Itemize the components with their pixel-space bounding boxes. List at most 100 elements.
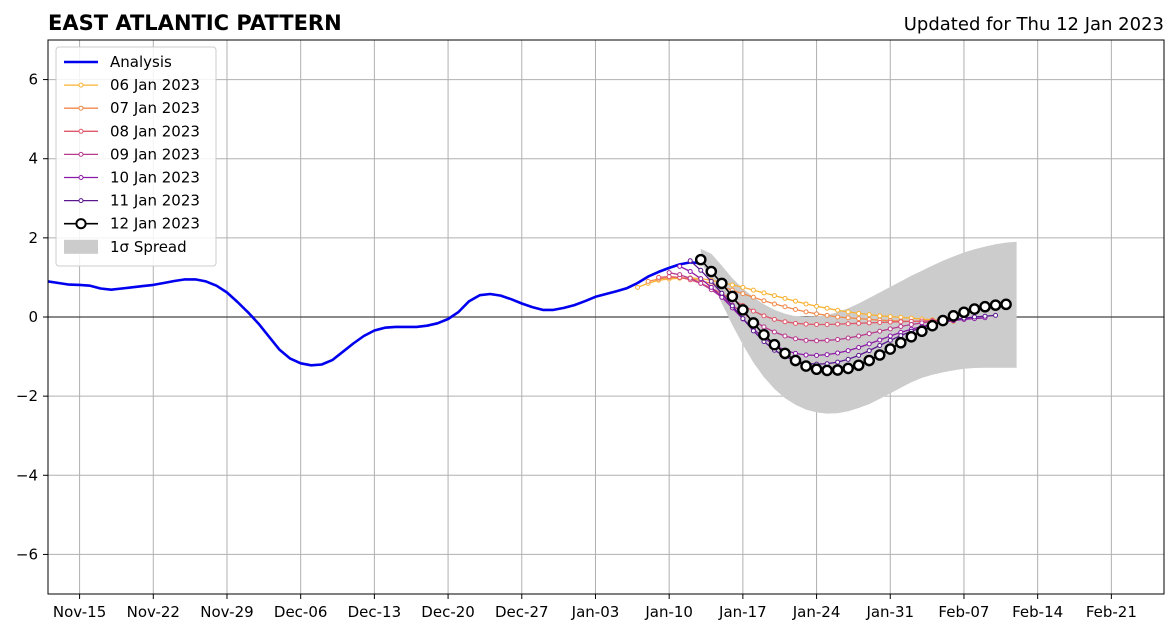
forecast-point xyxy=(926,319,939,332)
y-tick-label: −4 xyxy=(16,466,38,484)
forecast-point xyxy=(835,337,841,343)
spread-band xyxy=(700,241,1017,414)
forecast-point xyxy=(761,290,767,296)
forecast-point xyxy=(845,356,851,362)
forecast-point xyxy=(705,265,718,278)
forecast-point xyxy=(687,268,693,274)
forecast-point xyxy=(877,313,883,319)
forecast-point xyxy=(894,336,907,349)
forecast-point xyxy=(835,359,841,365)
forecast-point xyxy=(750,328,756,334)
forecast-point xyxy=(750,308,756,314)
forecast-point xyxy=(708,284,714,290)
x-tick-label: Dec-06 xyxy=(274,603,328,621)
forecast-point xyxy=(1000,298,1012,311)
forecast-point xyxy=(656,274,662,280)
forecast-point xyxy=(877,328,883,334)
forecast-point xyxy=(877,337,883,343)
forecast-point xyxy=(803,309,809,315)
forecast-point xyxy=(768,338,781,351)
forecast-point xyxy=(666,274,672,280)
series-group xyxy=(48,241,1017,414)
forecast-point xyxy=(845,309,851,315)
legend-box xyxy=(55,46,217,267)
forecast-point xyxy=(824,352,830,358)
forecast-point xyxy=(866,341,872,347)
forecast-point xyxy=(729,303,735,309)
legend-swatch-spread xyxy=(64,239,98,254)
forecast-point xyxy=(989,299,1002,311)
forecast-point xyxy=(716,277,728,290)
forecast-point xyxy=(814,311,820,317)
forecast-point xyxy=(835,350,841,356)
forecast-point xyxy=(979,300,991,313)
forecast-point xyxy=(747,317,760,329)
forecast-point xyxy=(810,363,823,376)
forecast-point xyxy=(761,313,767,319)
forecast-point xyxy=(958,306,970,319)
x-tick-label: Jan-17 xyxy=(718,603,767,621)
forecast-point xyxy=(821,364,833,377)
x-tick-label: Nov-15 xyxy=(53,603,106,621)
forecast-series xyxy=(694,253,1012,377)
forecast-point xyxy=(761,298,767,304)
forecast-point xyxy=(793,320,799,326)
x-tick-label: Dec-13 xyxy=(348,603,402,621)
y-tick-label: 0 xyxy=(28,308,38,326)
forecast-point xyxy=(740,316,746,322)
forecast-point xyxy=(803,352,809,358)
legend-label-forecast: 09 Jan 2023 xyxy=(110,145,200,163)
forecast-point xyxy=(866,348,872,354)
x-tick-label: Dec-27 xyxy=(495,603,549,621)
forecast-point xyxy=(729,282,735,288)
forecast-point xyxy=(824,312,830,318)
forecast-point xyxy=(750,294,756,300)
forecast-point xyxy=(793,336,799,342)
legend-label-spread: 1σ Spread xyxy=(110,238,187,256)
x-tick-label: Dec-20 xyxy=(421,603,475,621)
forecast-point xyxy=(835,321,841,327)
legend-swatch-marker xyxy=(78,175,84,180)
forecast-point xyxy=(842,362,854,375)
forecast-point xyxy=(866,312,872,318)
legend-label-forecast: 10 Jan 2023 xyxy=(110,169,200,187)
forecast-point xyxy=(856,320,862,326)
legend-label-forecast: 08 Jan 2023 xyxy=(110,122,200,140)
forecast-point xyxy=(856,316,862,322)
x-tick-label: Nov-22 xyxy=(127,603,180,621)
forecast-point xyxy=(814,338,820,344)
forecast-point xyxy=(708,278,714,284)
legend-label-forecast: 07 Jan 2023 xyxy=(110,99,200,117)
forecast-point xyxy=(814,322,820,328)
forecast-point xyxy=(782,304,788,310)
forecast-point xyxy=(824,337,830,343)
forecast-point xyxy=(845,348,851,354)
forecast-point xyxy=(814,352,820,358)
forecast-point xyxy=(687,258,693,264)
forecast-point xyxy=(856,352,862,358)
forecast-point xyxy=(898,319,904,325)
forecast-point xyxy=(635,284,641,290)
forecast-point xyxy=(793,298,799,304)
x-tick-label: Feb-14 xyxy=(1012,603,1063,621)
forecast-point xyxy=(814,303,820,309)
forecast-point xyxy=(793,306,799,312)
forecast-point xyxy=(698,276,704,282)
forecast-point xyxy=(803,301,809,307)
x-tick-label: Jan-24 xyxy=(792,603,841,621)
forecast-point xyxy=(758,329,770,341)
forecast-point xyxy=(677,263,683,269)
forecast-point xyxy=(845,321,851,327)
y-tick-label: 4 xyxy=(28,150,38,168)
forecast-point xyxy=(831,364,844,376)
forecast-point xyxy=(771,329,777,335)
legend-label-forecast: 12 Jan 2023 xyxy=(110,215,200,233)
forecast-point xyxy=(982,313,988,319)
forecast-point xyxy=(845,315,851,321)
forecast-point xyxy=(947,310,960,322)
forecast-point xyxy=(887,314,893,320)
legend-swatch-marker xyxy=(78,151,84,157)
forecast-point xyxy=(750,287,756,293)
forecast-point xyxy=(789,354,802,367)
